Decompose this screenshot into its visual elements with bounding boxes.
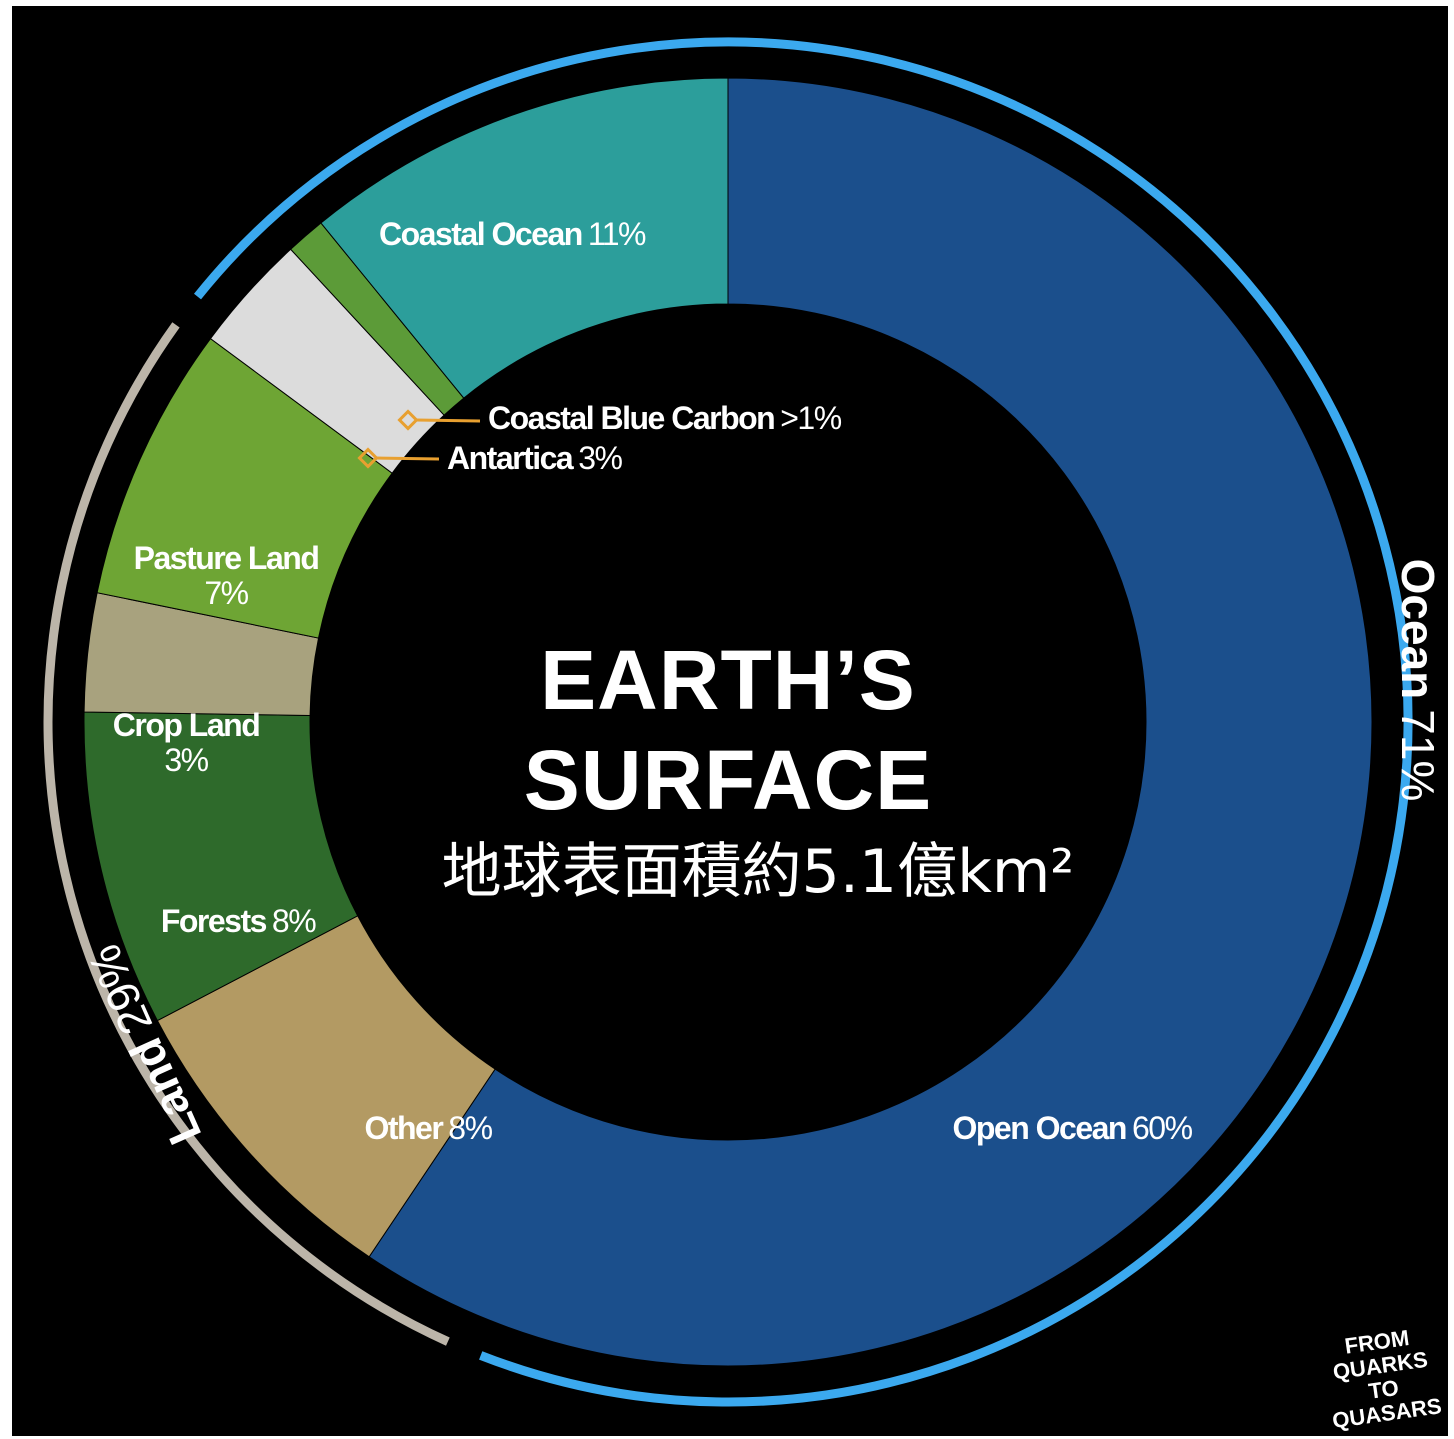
segment-label: Coastal Blue Carbon >1% bbox=[488, 400, 842, 436]
segment-value: 8% bbox=[448, 1110, 492, 1146]
segment-value: 3% bbox=[164, 742, 208, 778]
callout-line bbox=[375, 456, 440, 461]
segment-value: >1% bbox=[780, 400, 841, 436]
logo: FROM QUARKS TO QUASARS bbox=[1330, 1324, 1444, 1434]
chart-title: EARTH’S SURFACE bbox=[523, 633, 933, 827]
segment-label: Other 8% bbox=[364, 1110, 492, 1146]
segment-label: Pasture Land 7% bbox=[134, 540, 319, 611]
segment-name: Coastal Ocean bbox=[379, 216, 582, 252]
donut-segment bbox=[368, 77, 1373, 1367]
group-arc bbox=[194, 37, 1413, 1407]
segment-name: Crop Land bbox=[113, 707, 259, 743]
segment-name: Pasture Land bbox=[134, 540, 319, 576]
segment-label: Open Ocean 60% bbox=[952, 1110, 1192, 1146]
segment-value: 3% bbox=[578, 440, 622, 476]
segment-label: Crop Land 3% bbox=[113, 707, 259, 778]
group-arc bbox=[43, 322, 450, 1346]
callout-dot bbox=[357, 447, 379, 469]
segment-name: Forests bbox=[161, 903, 267, 939]
chart-subtitle: 地球表面積約5.1億km² bbox=[441, 837, 1075, 907]
donut-segment bbox=[320, 77, 729, 399]
callout-dot bbox=[397, 409, 419, 431]
segment-name: Other bbox=[364, 1110, 443, 1146]
callout-line bbox=[415, 418, 481, 423]
segment-value: 7% bbox=[204, 575, 248, 611]
segment-name: Open Ocean bbox=[952, 1110, 1126, 1146]
segment-value: 11% bbox=[588, 216, 646, 252]
segment-label: Antartica 3% bbox=[447, 440, 623, 476]
segment-label: Coastal Ocean 11% bbox=[379, 216, 646, 252]
group-name: Ocean bbox=[1392, 559, 1444, 700]
segment-name: Antartica bbox=[447, 440, 574, 476]
segment-label: Forests 8% bbox=[161, 903, 316, 939]
group-value: 71% bbox=[1392, 709, 1444, 801]
segment-name: Coastal Blue Carbon bbox=[488, 400, 774, 436]
group-label: Ocean 71% bbox=[1392, 559, 1444, 802]
segment-value: 60% bbox=[1132, 1110, 1193, 1146]
segment-value: 8% bbox=[272, 903, 316, 939]
